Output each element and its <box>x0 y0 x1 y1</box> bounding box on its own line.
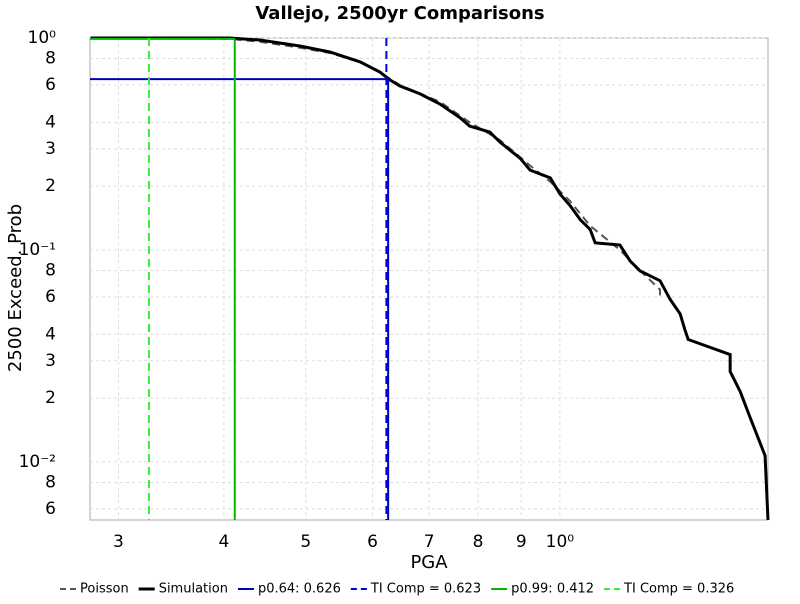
x-tick-label: 4 <box>219 532 230 552</box>
y-tick-label: 2 <box>45 388 56 408</box>
legend-label: Simulation <box>159 582 228 597</box>
legend-label: TI Comp = 0.623 <box>370 582 481 597</box>
legend-label: TI Comp = 0.326 <box>623 582 734 597</box>
y-tick-label: 4 <box>45 324 56 344</box>
x-tick-label: 7 <box>424 532 435 552</box>
y-tick-label: 10⁻¹ <box>19 240 56 260</box>
y-tick-label: 8 <box>45 260 56 280</box>
x-tick-label: 3 <box>113 532 124 552</box>
x-tick-label: 9 <box>516 532 527 552</box>
y-tick-label: 10⁻² <box>19 452 56 472</box>
series-line <box>90 36 770 521</box>
y-tick-label: 6 <box>45 75 56 95</box>
y-tick-label: 8 <box>45 472 56 492</box>
x-axis-label: PGA <box>410 552 448 573</box>
y-tick-label: 6 <box>45 499 56 519</box>
y-tick-label: 10⁰ <box>28 28 57 48</box>
y-tick-label: 2 <box>45 176 56 196</box>
legend-label: Poisson <box>80 582 129 597</box>
y-tick-label: 3 <box>45 139 56 159</box>
y-tick-label: 3 <box>45 351 56 371</box>
chart-title: Vallejo, 2500yr Comparisons <box>255 3 544 24</box>
x-tick-label: 5 <box>300 532 311 552</box>
y-tick-label: 4 <box>45 112 56 132</box>
legend-label: p0.99: 0.412 <box>511 582 594 597</box>
legend-label: p0.64: 0.626 <box>258 582 341 597</box>
x-tick-label: 10⁰ <box>546 532 575 552</box>
x-tick-label: 6 <box>367 532 378 552</box>
y-tick-label: 6 <box>45 287 56 307</box>
x-tick-label: 8 <box>473 532 484 552</box>
series-line <box>90 37 662 301</box>
y-axis-label: 2500 Exceed. Prob <box>5 204 26 372</box>
y-tick-label: 8 <box>45 49 56 69</box>
